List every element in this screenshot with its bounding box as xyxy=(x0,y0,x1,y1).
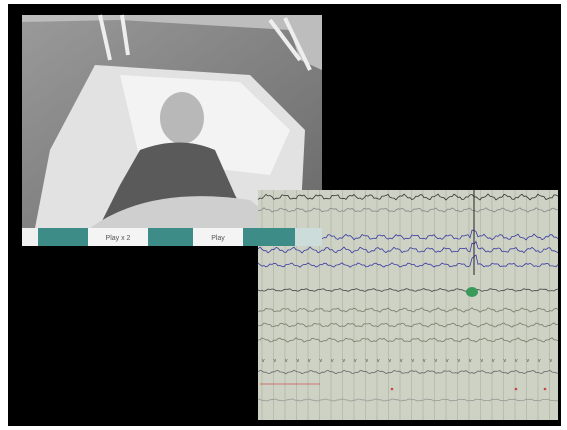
eeg-event xyxy=(466,287,478,297)
control-bar: Play x 2 Play xyxy=(22,228,322,246)
eeg-red-dot xyxy=(391,388,394,391)
screen: vvvvvvvvvvvvvvvvvvvvvvvvvv Play x 2 Play xyxy=(0,0,567,430)
page: vvvvvvvvvvvvvvvvvvvvvvvvvv Play x 2 Play… xyxy=(0,0,567,430)
eeg-red-dot xyxy=(544,388,547,391)
control-bar-bg xyxy=(22,228,322,246)
control-segment xyxy=(22,228,38,246)
eeg-background xyxy=(258,190,558,420)
head xyxy=(160,92,204,144)
button-label[interactable]: Play xyxy=(211,235,225,242)
eeg-red-dot xyxy=(515,388,518,391)
button-label[interactable]: Play x 2 xyxy=(106,235,131,242)
control-segment xyxy=(295,228,322,246)
